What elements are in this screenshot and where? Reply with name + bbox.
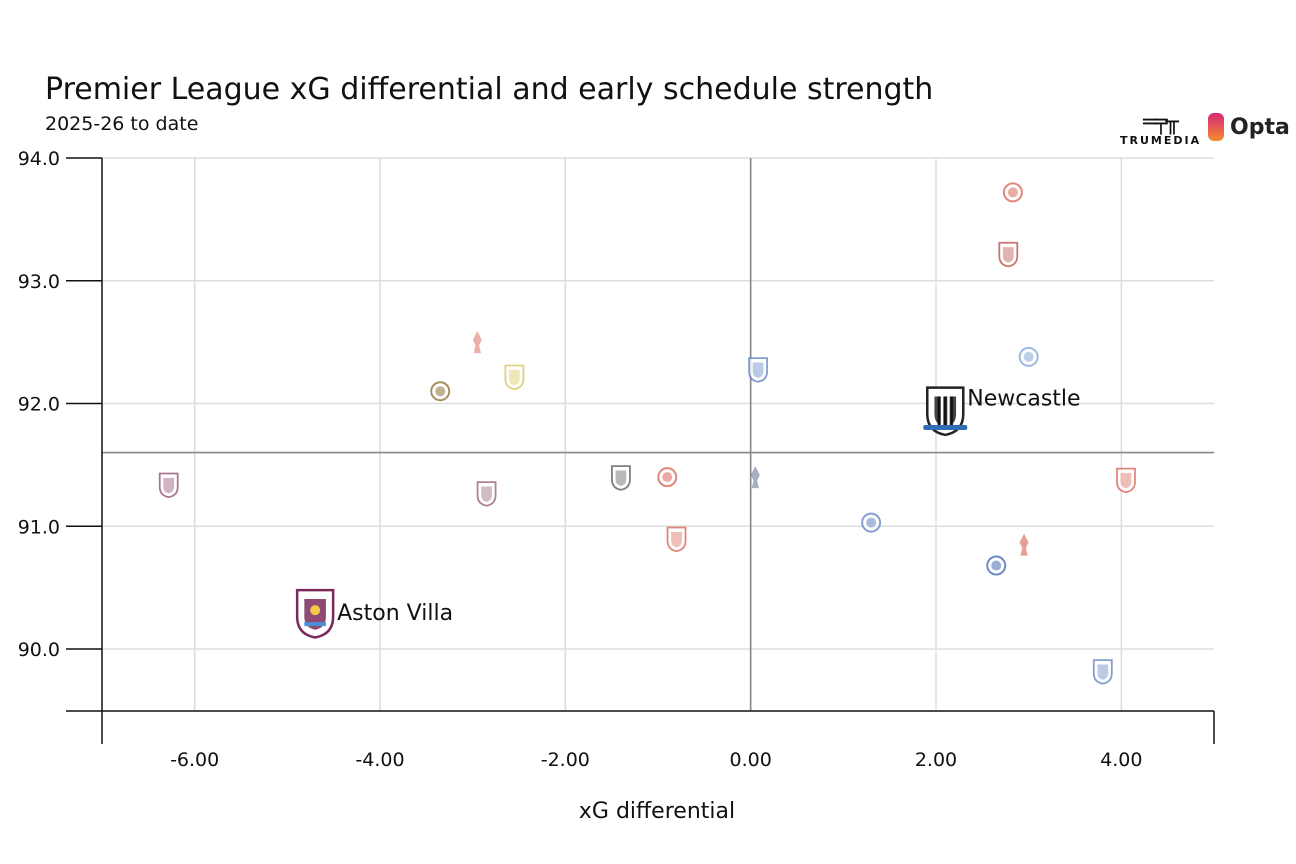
everton-crest — [748, 357, 768, 383]
opta-mark-icon — [1208, 113, 1224, 141]
arsenal-crest — [1116, 467, 1136, 494]
x-tick-label: -2.00 — [541, 749, 590, 771]
x-tick-label: 2.00 — [915, 749, 957, 771]
chart-title: Premier League xG differential and early… — [45, 72, 934, 107]
bournemouth-crest — [998, 241, 1019, 268]
x-tick-label: -6.00 — [170, 749, 219, 771]
manchester-city-crest — [1018, 346, 1039, 367]
x-tick-label: -4.00 — [355, 749, 404, 771]
y-tick-label: 92.0 — [18, 394, 60, 416]
x-tick-label: 0.00 — [730, 749, 772, 771]
opta-wordmark: Opta — [1230, 114, 1290, 140]
point-label: Aston Villa — [337, 601, 453, 626]
y-tick-label: 93.0 — [18, 271, 60, 293]
y-tick-label: 90.0 — [18, 639, 60, 661]
crystal-palace-crest — [1092, 659, 1113, 685]
data-points: Newcastle Aston Villa — [158, 182, 1136, 685]
trumedia-logo: ═╤╥ TRUMEDIA — [1120, 110, 1202, 148]
opta-logo: Opta — [1208, 113, 1290, 141]
y-tick-label: 91.0 — [18, 516, 60, 538]
west-ham-crest — [476, 481, 497, 507]
x-axis-label: xG differential — [579, 799, 735, 824]
axes: 90.0 91.0 92.0 93.0 94.0 -6.00 -4.00 -2.00 0.00 2… — [18, 148, 1215, 771]
aston-villa-crest — [295, 588, 335, 639]
grid-lines — [102, 157, 1214, 711]
brighton-crest — [861, 512, 882, 533]
wolves-crest — [430, 381, 451, 402]
burnley-crest — [158, 472, 179, 499]
newcastle-crest — [923, 386, 968, 437]
point-label: Newcastle — [967, 387, 1080, 412]
trumedia-wordmark: TRUMEDIA — [1120, 134, 1202, 147]
fulham-crest — [611, 465, 631, 491]
tottenham-crest — [750, 466, 760, 489]
sunderland-crest — [666, 526, 687, 553]
chelsea-crest — [986, 555, 1007, 576]
nottingham-forest-crest — [472, 331, 482, 354]
manchester-united-crest — [1002, 182, 1023, 203]
trumedia-mark-icon: ═╤╥ — [1143, 110, 1179, 135]
leeds-crest — [504, 364, 525, 391]
brentford-crest — [657, 467, 678, 488]
chart-subtitle: 2025-26 to date — [45, 113, 199, 135]
y-tick-label: 94.0 — [18, 148, 60, 170]
liverpool-crest — [1019, 533, 1029, 556]
x-tick-label: 4.00 — [1100, 749, 1142, 771]
